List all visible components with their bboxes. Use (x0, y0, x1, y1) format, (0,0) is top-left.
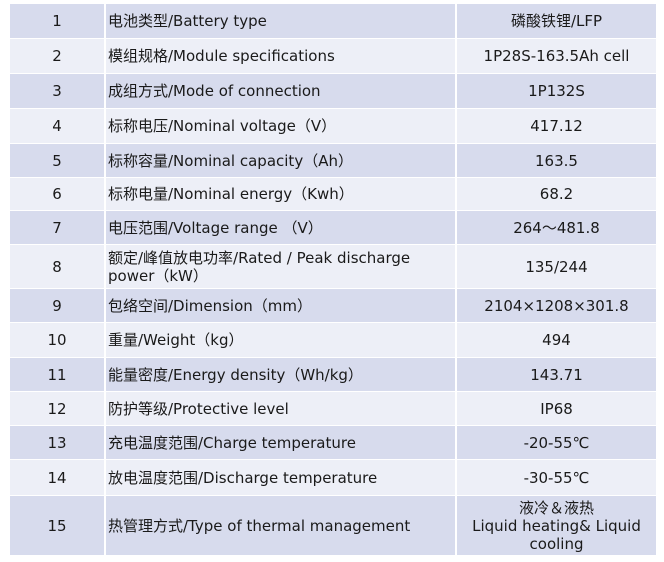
spec-table: 1 电池类型/Battery type 磷酸铁锂/LFP 2 模组规格/Modu… (8, 3, 658, 556)
parameter-name: 包络空间/Dimension（mm） (104, 288, 457, 323)
value-line: 2104×1208×301.8 (484, 296, 629, 315)
table-row: 12 防护等级/Protective level IP68 (8, 391, 658, 426)
parameter-value: -20-55℃ (455, 425, 658, 460)
value-line: 264～481.8 (513, 218, 600, 237)
value-line: 494 (542, 331, 571, 349)
table-row: 1 电池类型/Battery type 磷酸铁锂/LFP (8, 3, 658, 39)
parameter-name: 重量/Weight（kg） (104, 322, 457, 358)
value-line: -30-55℃ (523, 468, 590, 487)
value-line: 磷酸铁锂/LFP (510, 12, 603, 30)
value-line: 1P28S-163.5Ah cell (483, 47, 630, 65)
parameter-name: 电池类型/Battery type (104, 3, 457, 39)
value-line: 135/244 (525, 257, 588, 276)
parameter-name: 模组规格/Module specifications (104, 38, 457, 74)
table-row: 5 标称容量/Nominal capacity（Ah） 163.5 (8, 143, 658, 178)
row-number: 3 (8, 73, 106, 109)
parameter-value: -30-55℃ (455, 459, 658, 496)
parameter-name: 放电温度范围/Discharge temperature (104, 459, 457, 496)
value-line: -20-55℃ (523, 433, 590, 452)
row-number: 13 (8, 425, 106, 460)
parameter-value: 163.5 (455, 143, 658, 178)
table-row: 14 放电温度范围/Discharge temperature -30-55℃ (8, 459, 658, 496)
table-row: 3 成组方式/Mode of connection 1P132S (8, 73, 658, 109)
parameter-name: 成组方式/Mode of connection (104, 73, 457, 109)
parameter-value: 1P28S-163.5Ah cell (455, 38, 658, 74)
parameter-value: 磷酸铁锂/LFP (455, 3, 658, 39)
value-line: 1P132S (528, 82, 585, 100)
table-row: 8 额定/峰值放电功率/Rated / Peak discharge power… (8, 244, 658, 289)
parameter-value: 143.71 (455, 357, 658, 392)
table-row: 13 充电温度范围/Charge temperature -20-55℃ (8, 425, 658, 460)
parameter-value: 135/244 (455, 244, 658, 289)
table-row: 10 重量/Weight（kg） 494 (8, 322, 658, 358)
parameter-name: 标称电量/Nominal energy（Kwh） (104, 177, 457, 211)
value-line: 143.71 (530, 365, 583, 384)
parameter-name: 标称容量/Nominal capacity（Ah） (104, 143, 457, 178)
table-row: 4 标称电压/Nominal voltage（V） 417.12 (8, 108, 658, 144)
row-number: 1 (8, 3, 106, 39)
row-number: 12 (8, 391, 106, 426)
parameter-name: 热管理方式/Type of thermal management (104, 495, 457, 556)
row-number: 6 (8, 177, 106, 211)
value-line: Liquid heating& Liquid (472, 516, 641, 535)
value-line: 液冷＆液热 (518, 498, 594, 517)
parameter-name: 防护等级/Protective level (104, 391, 457, 426)
row-number: 11 (8, 357, 106, 392)
parameter-value: 1P132S (455, 73, 658, 109)
parameter-name: 电压范围/Voltage range （V） (104, 210, 457, 245)
value-line: 417.12 (530, 117, 583, 135)
row-number: 14 (8, 459, 106, 496)
parameter-value: 液冷＆液热 Liquid heating& Liquid cooling (455, 495, 658, 556)
parameter-value: 2104×1208×301.8 (455, 288, 658, 323)
row-number: 4 (8, 108, 106, 144)
row-number: 5 (8, 143, 106, 178)
value-line: cooling (529, 534, 584, 553)
parameter-value: IP68 (455, 391, 658, 426)
parameter-name: 充电温度范围/Charge temperature (104, 425, 457, 460)
row-number: 10 (8, 322, 106, 358)
table-row: 11 能量密度/Energy density（Wh/kg） 143.71 (8, 357, 658, 392)
row-number: 7 (8, 210, 106, 245)
parameter-value: 494 (455, 322, 658, 358)
parameter-name: 能量密度/Energy density（Wh/kg） (104, 357, 457, 392)
parameter-value: 264～481.8 (455, 210, 658, 245)
parameter-name: 标称电压/Nominal voltage（V） (104, 108, 457, 144)
row-number: 15 (8, 495, 106, 556)
table-row: 7 电压范围/Voltage range （V） 264～481.8 (8, 210, 658, 245)
parameter-value: 417.12 (455, 108, 658, 144)
parameter-value: 68.2 (455, 177, 658, 211)
table-row: 15 热管理方式/Type of thermal management 液冷＆液… (8, 495, 658, 556)
row-number: 8 (8, 244, 106, 289)
table-row: 2 模组规格/Module specifications 1P28S-163.5… (8, 38, 658, 74)
value-line: IP68 (540, 399, 573, 418)
parameter-name: 额定/峰值放电功率/Rated / Peak discharge power（k… (104, 244, 457, 289)
row-number: 9 (8, 288, 106, 323)
table-row: 6 标称电量/Nominal energy（Kwh） 68.2 (8, 177, 658, 211)
table-row: 9 包络空间/Dimension（mm） 2104×1208×301.8 (8, 288, 658, 323)
value-line: 68.2 (539, 185, 574, 203)
row-number: 2 (8, 38, 106, 74)
value-line: 163.5 (535, 151, 578, 170)
